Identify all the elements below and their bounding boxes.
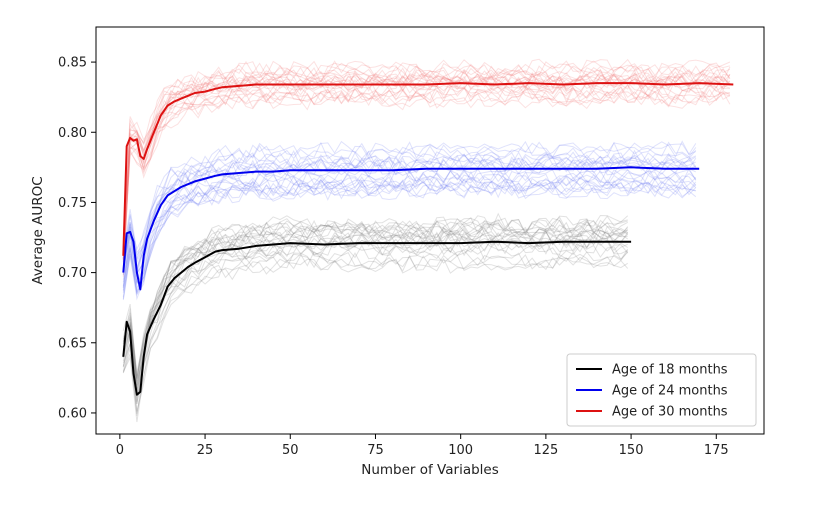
- y-tick-label: 0.80: [58, 126, 87, 141]
- replicate-trace: [122, 220, 628, 373]
- replicate-trace: [122, 149, 697, 263]
- replicate-trace: [122, 215, 628, 380]
- replicate-trace: [122, 83, 731, 269]
- replicate-trace: [122, 90, 731, 271]
- replicate-trace: [122, 67, 731, 249]
- replicate-trace: [122, 173, 696, 289]
- replicate-trace: [122, 231, 628, 398]
- legend-label: Age of 30 months: [612, 405, 728, 420]
- replicate-trace: [122, 69, 730, 253]
- y-tick-label: 0.75: [58, 196, 87, 211]
- y-tick-label: 0.60: [58, 406, 87, 421]
- x-tick-label: 75: [367, 443, 384, 458]
- y-axis: 0.60 0.65 0.70 0.75 0.80 0.85: [58, 56, 96, 421]
- y-tick-label: 0.70: [58, 266, 87, 281]
- replicate-trace: [122, 166, 697, 280]
- replicate-trace: [122, 84, 731, 273]
- replicate-trace: [122, 177, 697, 294]
- x-tick-label: 50: [282, 443, 299, 458]
- x-tick-label: 150: [619, 443, 644, 458]
- replicate-trace: [122, 176, 697, 298]
- replicate-trace: [122, 71, 730, 250]
- replicate-trace: [122, 212, 629, 379]
- replicate-trace: [122, 238, 628, 404]
- replicate-trace: [122, 64, 731, 251]
- replicate-trace: [122, 229, 628, 392]
- replicate-trace: [122, 178, 696, 295]
- x-tick-label: 0: [116, 443, 124, 458]
- replicate-trace: [122, 152, 697, 272]
- replicate-trace: [122, 84, 730, 269]
- replicate-trace: [122, 178, 697, 296]
- legend-box: [566, 353, 757, 427]
- replicate-trace: [122, 249, 629, 416]
- legend-label: Age of 24 months: [612, 384, 728, 399]
- y-tick-label: 0.85: [58, 56, 87, 71]
- replicate-trace: [122, 58, 731, 235]
- replicate-trace: [122, 226, 629, 382]
- replicate-trace: [122, 68, 731, 260]
- replicate-trace: [122, 256, 629, 423]
- x-tick-label: 100: [448, 443, 473, 458]
- replicate-trace: [122, 166, 697, 288]
- legend-label: Age of 18 months: [612, 363, 728, 378]
- x-tick-label: 25: [197, 443, 214, 458]
- replicate-trace: [122, 140, 697, 254]
- replicate-trace: [122, 62, 731, 247]
- replicate-trace: [122, 219, 628, 378]
- replicate-trace: [122, 181, 697, 301]
- replicate-trace: [122, 217, 628, 378]
- replicate-trace: [122, 229, 628, 386]
- replicate-trace: [122, 244, 629, 403]
- replicate-trace: [122, 169, 697, 288]
- replicate-trace: [122, 177, 697, 300]
- replicate-trace: [122, 169, 697, 286]
- replicate-trace: [122, 229, 629, 386]
- replicate-trace: [122, 219, 629, 377]
- x-tick-label: 175: [704, 443, 729, 458]
- replicate-trace: [122, 158, 697, 275]
- replicate-trace: [122, 71, 731, 260]
- y-axis-label: Average AUROC: [30, 176, 46, 284]
- replicate-trace: [122, 228, 629, 393]
- y-tick-label: 0.65: [58, 336, 87, 351]
- plot-frame: [95, 26, 765, 435]
- replicate-trace: [122, 90, 731, 271]
- replicate-trace: [122, 155, 697, 266]
- replicate-bands: [122, 58, 731, 423]
- legend: Age of 18 months Age of 24 months Age of 3…: [566, 353, 757, 427]
- replicate-trace: [122, 235, 629, 391]
- replicate-trace: [122, 251, 629, 414]
- series-lines: [122, 82, 734, 396]
- x-axis-label: Number of Variables: [361, 462, 499, 478]
- x-axis: 0 25 50 75 100 125 150 175: [116, 434, 729, 458]
- replicate-trace: [122, 59, 731, 243]
- replicate-trace: [122, 85, 731, 259]
- replicate-trace: [122, 141, 697, 259]
- replicate-trace: [122, 74, 730, 260]
- replicate-trace: [122, 149, 697, 272]
- replicate-trace: [122, 65, 731, 240]
- replicate-trace: [122, 253, 628, 412]
- replicate-trace: [122, 155, 697, 276]
- replicate-trace: [122, 222, 628, 389]
- series-line-age-of-24-months: [122, 166, 700, 291]
- series-line-age-of-30-months: [122, 82, 734, 256]
- replicate-trace: [122, 181, 697, 301]
- replicate-trace: [122, 140, 697, 260]
- replicate-trace: [122, 218, 629, 386]
- series-line-age-of-18-months: [122, 240, 632, 396]
- replicate-trace: [122, 87, 730, 277]
- replicate-trace: [122, 156, 697, 277]
- x-tick-label: 125: [533, 443, 558, 458]
